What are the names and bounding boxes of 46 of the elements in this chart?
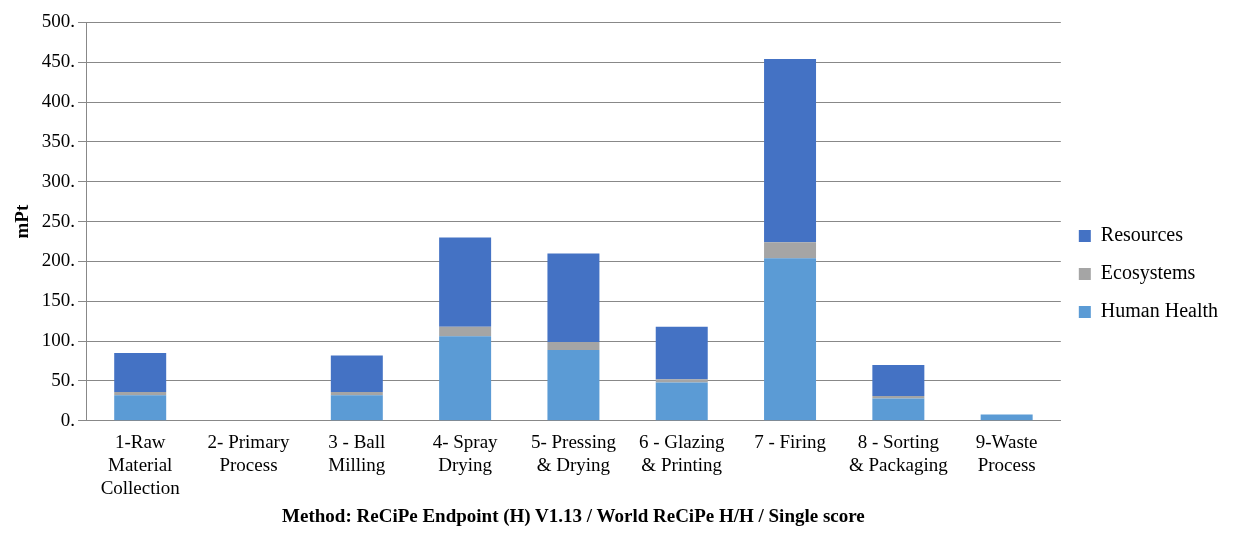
y-axis-title: mPt: [11, 204, 33, 239]
y-tick-label: 100.: [41, 329, 76, 351]
bar: [330, 392, 383, 396]
bar: [764, 242, 817, 259]
legend-label: Resources: [1100, 223, 1184, 246]
legend-label: Human Health: [1100, 299, 1218, 322]
x-tick-label: 5- Pressing & Drying: [530, 431, 617, 475]
y-tick-label: 50.: [51, 368, 76, 390]
bar: [547, 349, 600, 421]
x-tick-label: 3 - Ball Milling: [328, 431, 386, 475]
y-tick-label: 0.: [60, 408, 76, 430]
bar: [114, 395, 167, 421]
y-tick-label: 300.: [41, 169, 76, 191]
bar: [547, 253, 600, 342]
bar: [439, 326, 492, 337]
bar: [655, 326, 708, 380]
x-tick-label: 7 - Firing: [754, 431, 827, 453]
bar: [764, 59, 817, 243]
x-tick-label: 8 - Sorting & Packaging: [849, 431, 949, 475]
y-tick-label: 500.: [41, 10, 76, 32]
bar: [655, 379, 708, 383]
bar: [547, 341, 600, 350]
bar: [330, 395, 383, 421]
x-tick-label: 6 - Glazing & Printing: [639, 431, 725, 475]
bar: [114, 392, 167, 396]
y-tick-label: 250.: [41, 209, 76, 231]
x-tick-label: 4- Spray Drying: [432, 431, 499, 475]
bar: [872, 398, 925, 421]
bar: [439, 237, 492, 327]
bar: [655, 382, 708, 421]
y-tick-label: 450.: [41, 50, 76, 72]
bar: [330, 355, 383, 393]
x-tick-label: 2- Primary Process: [207, 431, 290, 475]
x-tick-label: 9-Waste Process: [975, 431, 1038, 475]
bar: [439, 336, 492, 421]
bar: [114, 353, 167, 393]
bar: [764, 258, 817, 421]
y-tick-label: 150.: [41, 289, 76, 311]
y-tick-label: 200.: [41, 249, 76, 271]
x-tick-label: 1-Raw Material Collection: [100, 431, 181, 498]
y-tick-label: 400.: [41, 90, 76, 112]
bar: [980, 414, 1033, 421]
y-tick-label: 350.: [41, 129, 76, 151]
legend-label: Ecosystems: [1100, 261, 1196, 285]
x-axis-title: Method: ReCiPe Endpoint (H) V1.13 / World ReCiPe H/H / Single score: [282, 504, 865, 527]
bar: [872, 365, 925, 397]
